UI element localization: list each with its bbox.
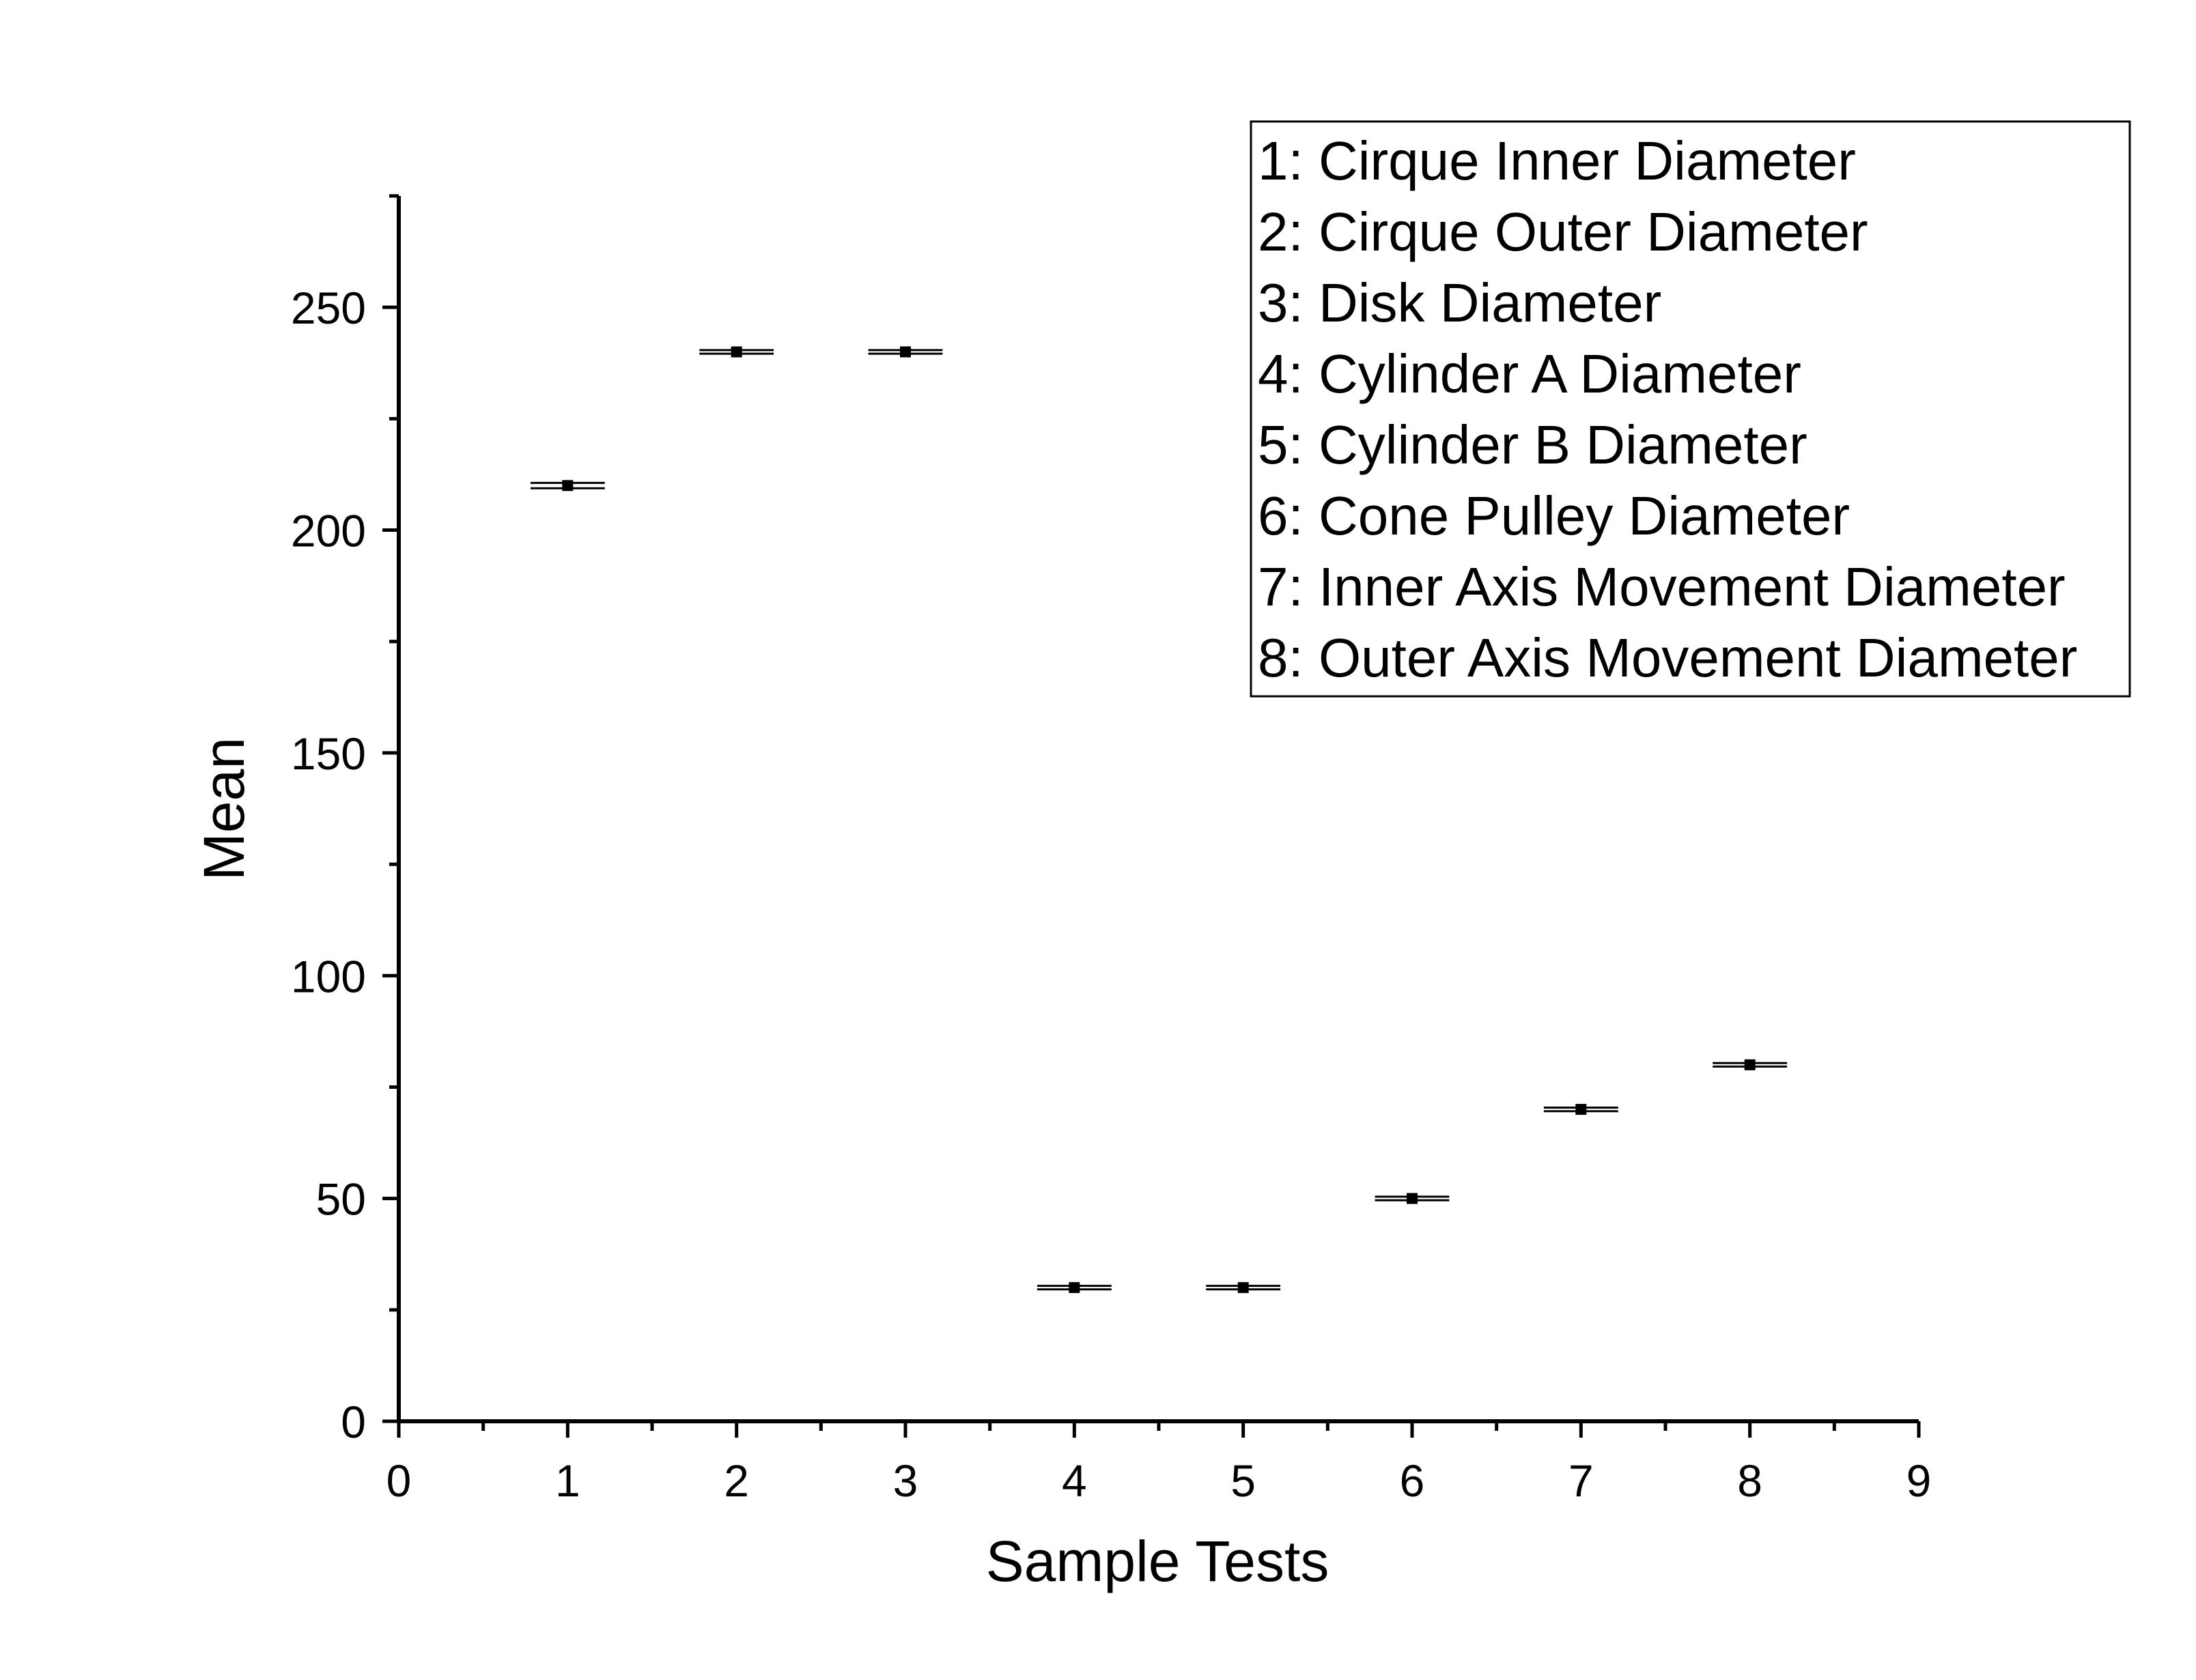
x-tick-label: 2 bbox=[724, 1455, 749, 1506]
y-tick-label: 150 bbox=[291, 728, 366, 779]
x-axis-title: Sample Tests bbox=[986, 1529, 1329, 1593]
ticks: 0 1 2 3 4 5 6 7 8 9 0 50 100 150 200 250 bbox=[291, 194, 1932, 1506]
x-tick-label: 8 bbox=[1737, 1455, 1762, 1506]
data-point bbox=[1575, 1104, 1587, 1115]
x-tick-label: 1 bbox=[555, 1455, 580, 1506]
legend-item-2: 2: Cirque Outer Diameter bbox=[1258, 201, 1868, 262]
legend-item-3: 3: Disk Diameter bbox=[1258, 272, 1661, 333]
legend-item-1: 1: Cirque Inner Diameter bbox=[1258, 130, 1856, 191]
data-point bbox=[1069, 1282, 1080, 1294]
legend-item-5: 5: Cylinder B Diameter bbox=[1258, 414, 1807, 475]
y-tick-label: 0 bbox=[341, 1397, 366, 1447]
y-tick-label: 50 bbox=[316, 1174, 366, 1225]
x-tick-label: 7 bbox=[1568, 1455, 1594, 1506]
y-tick-label: 100 bbox=[291, 951, 366, 1001]
data-point bbox=[900, 346, 911, 358]
y-axis-title: Mean bbox=[192, 737, 256, 881]
x-tick-label: 0 bbox=[386, 1455, 412, 1506]
y-tick-label: 200 bbox=[291, 506, 366, 556]
x-tick-label: 6 bbox=[1400, 1455, 1425, 1506]
x-tick-label: 3 bbox=[893, 1455, 918, 1506]
data-points bbox=[530, 346, 1788, 1294]
legend-item-8: 8: Outer Axis Movement Diameter bbox=[1258, 627, 2077, 688]
legend-box bbox=[1250, 120, 2131, 698]
legend: 1: Cirque Inner Diameter 2: Cirque Outer… bbox=[1250, 120, 2131, 698]
data-point bbox=[1407, 1193, 1418, 1204]
data-point bbox=[731, 346, 742, 358]
legend-item-4: 4: Cylinder A Diameter bbox=[1258, 343, 1801, 404]
legend-item-7: 7: Inner Axis Movement Diameter bbox=[1258, 556, 2066, 617]
y-tick-label: 250 bbox=[291, 283, 366, 333]
data-point bbox=[1237, 1282, 1249, 1294]
x-tick-label: 9 bbox=[1906, 1455, 1932, 1506]
x-tick-label: 5 bbox=[1230, 1455, 1256, 1506]
data-point bbox=[562, 480, 574, 492]
legend-item-6: 6: Cone Pulley Diameter bbox=[1258, 485, 1850, 546]
data-point bbox=[1744, 1059, 1756, 1070]
x-tick-label: 4 bbox=[1062, 1455, 1087, 1506]
